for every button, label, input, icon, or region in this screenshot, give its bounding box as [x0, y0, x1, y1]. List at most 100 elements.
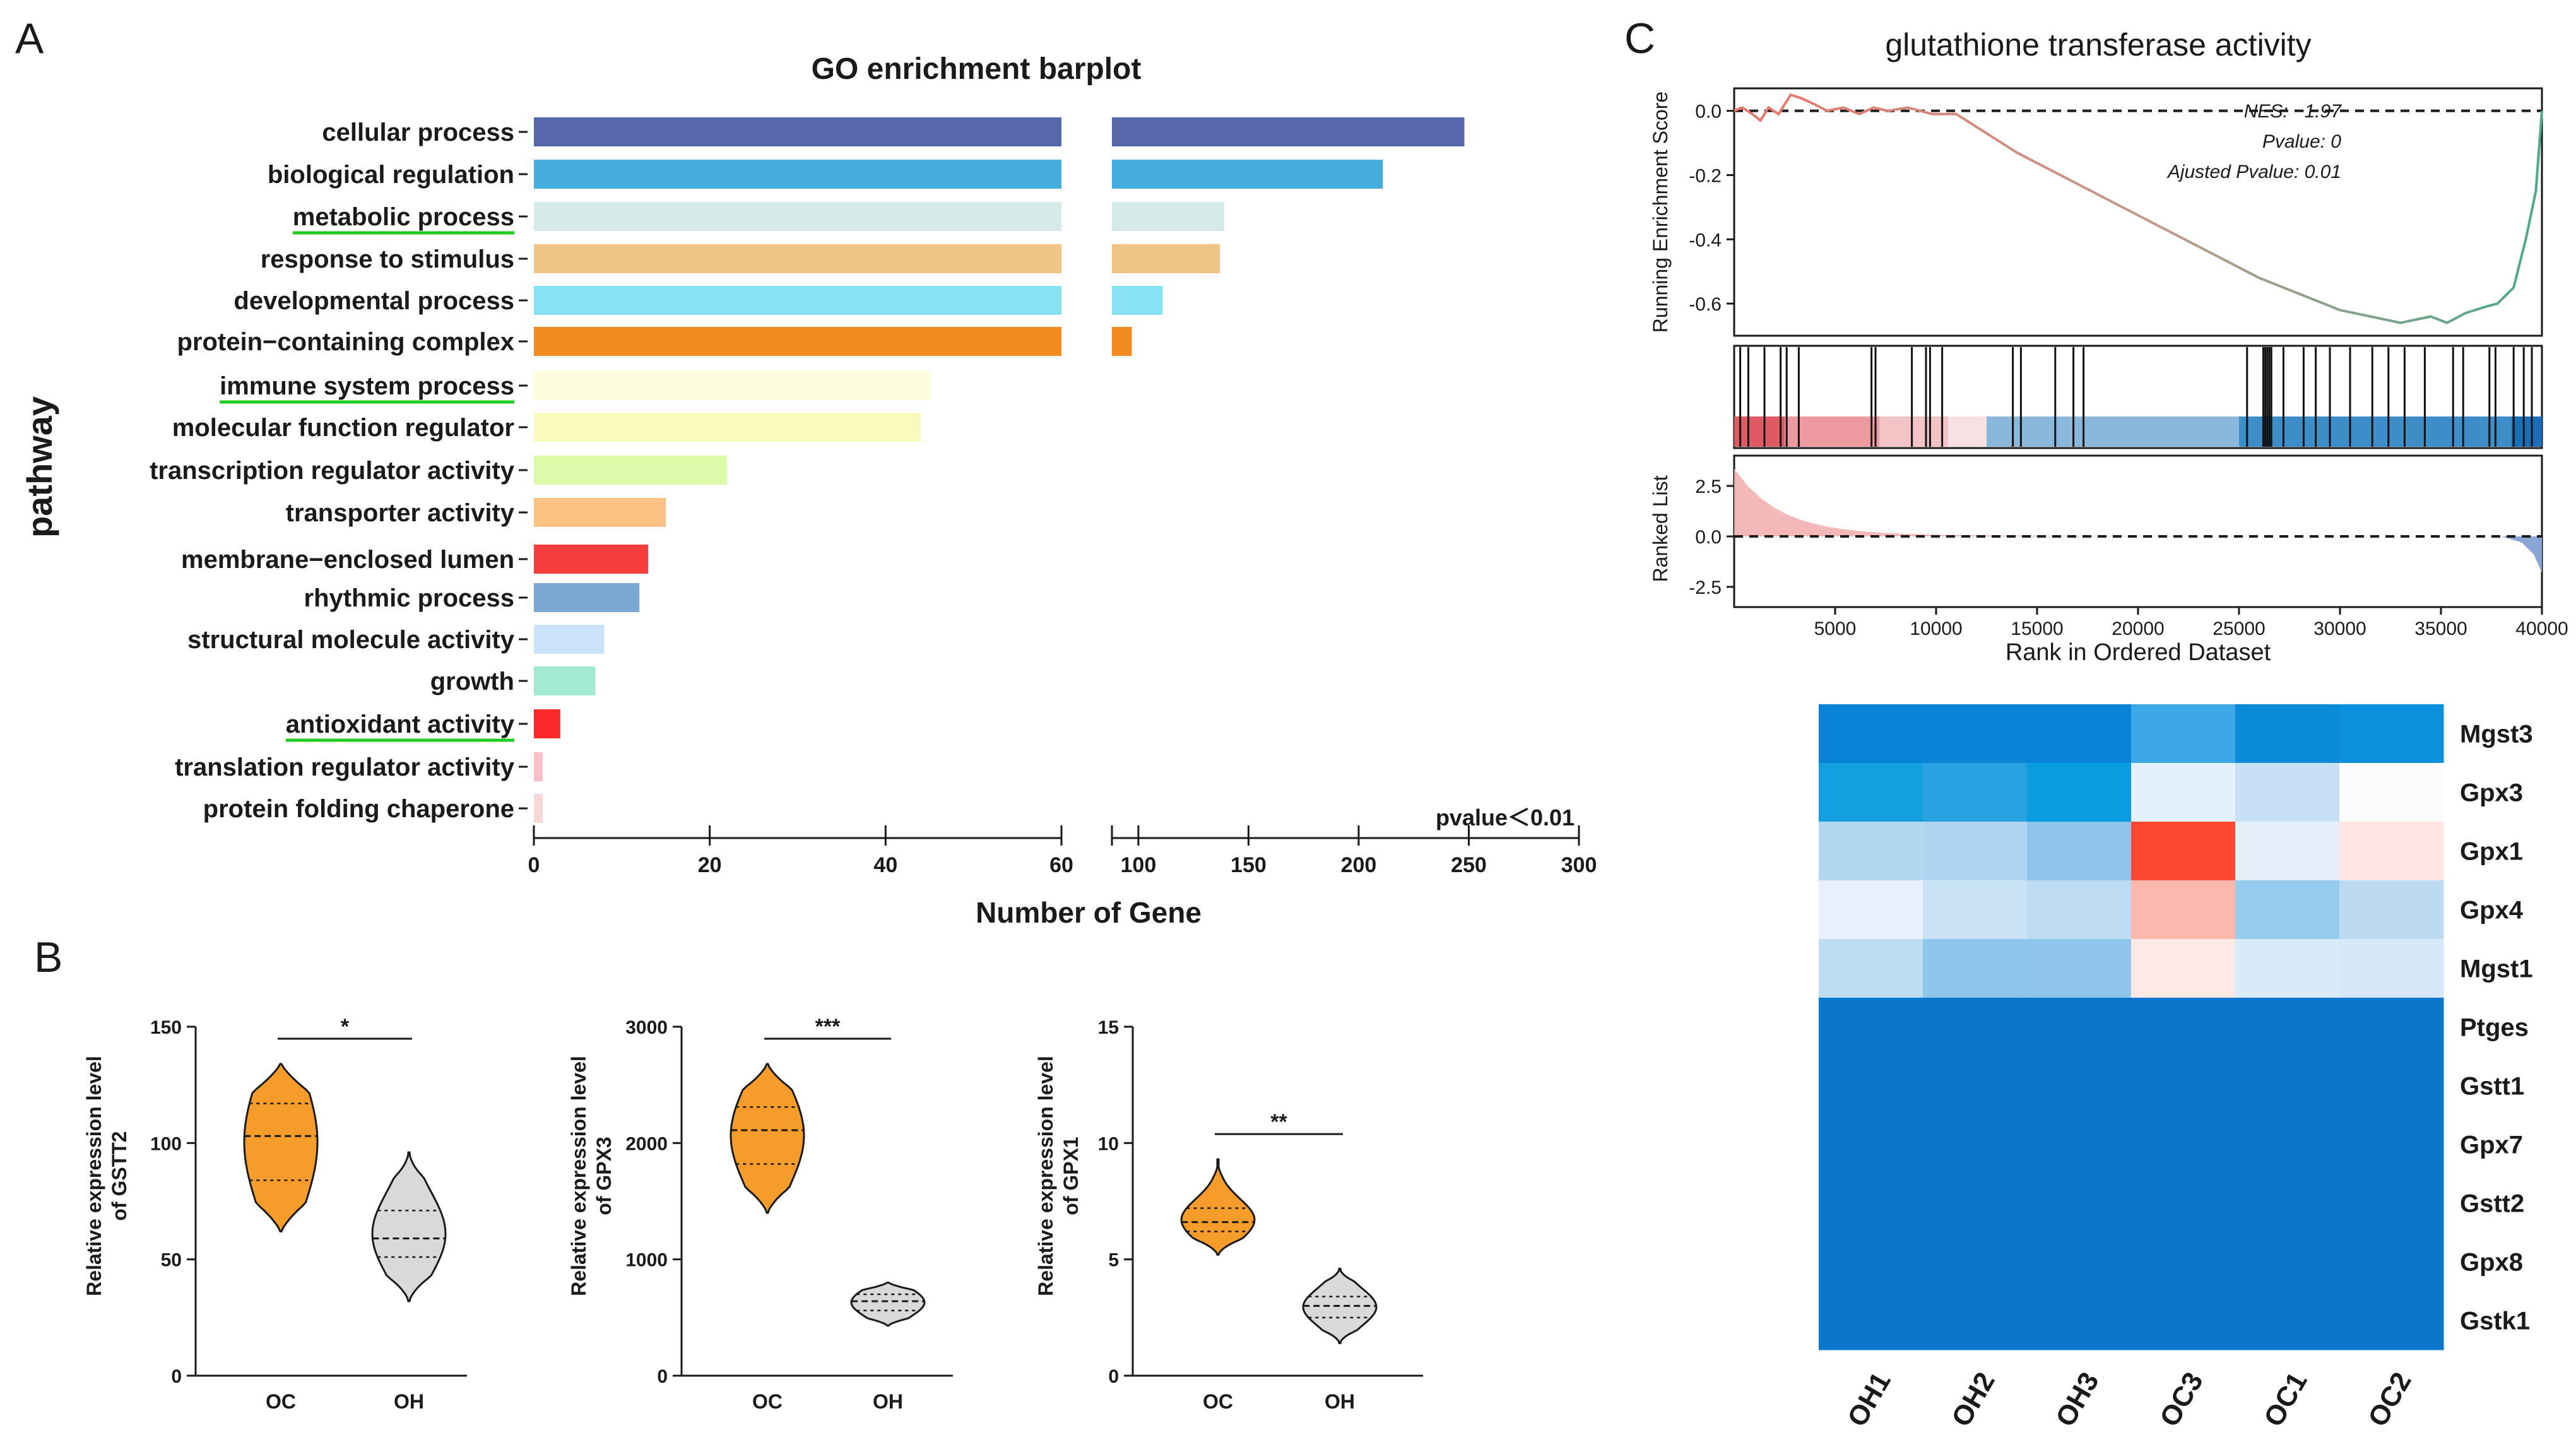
category-label: structural molecule activity — [187, 626, 515, 654]
y-tick-label: 0 — [171, 1366, 182, 1387]
heatmap-row-label: Gstk1 — [2460, 1308, 2530, 1335]
y-tick-label: 0 — [1108, 1366, 1119, 1387]
heatmap-row-label: Gpx3 — [2460, 779, 2523, 807]
heatmap-cell — [2027, 763, 2132, 822]
heatmap-row-label: Gpx7 — [2460, 1131, 2523, 1159]
gsea-stat: Ajusted Pvalue: 0.01 — [2166, 162, 2341, 182]
heatmap-cell — [1819, 939, 1923, 998]
go-barplot-xlabel: Number of Gene — [976, 896, 1202, 929]
heatmap-cell — [2027, 1232, 2132, 1292]
x-tick-label: 15000 — [2011, 618, 2063, 639]
x-tick-label: 150 — [1231, 853, 1267, 877]
bar-broken-segment — [1112, 117, 1465, 146]
y-tick-label: 1000 — [625, 1250, 668, 1271]
category-label: molecular function regulator — [172, 414, 514, 442]
x-category-label: OH — [1325, 1390, 1355, 1413]
heatmap-cell — [1923, 763, 2028, 822]
heatmap-row-label: Gpx1 — [2460, 838, 2523, 866]
x-category-label: OH — [394, 1390, 424, 1413]
bar-broken-segment — [1112, 244, 1220, 273]
y-tick-label: 3000 — [625, 1017, 668, 1038]
heatmap-cell — [2131, 1232, 2236, 1292]
heatmap-cell — [2027, 880, 2132, 940]
ranked-metric-positive — [1734, 468, 2542, 536]
y-tick-label: 150 — [150, 1017, 182, 1038]
heatmap-cell — [1923, 1232, 2028, 1292]
heatmap-cell — [1819, 1056, 1923, 1116]
heatmap-cell — [2339, 1115, 2444, 1174]
heatmap-cell — [2235, 880, 2340, 940]
heatmap-cell — [2027, 822, 2132, 881]
category-label: immune system process — [220, 372, 514, 400]
heatmap-cell — [1819, 1174, 1923, 1233]
heatmap-cell — [1923, 704, 2028, 764]
y-tick-label: 10 — [1098, 1133, 1119, 1154]
category-label: translation regulator activity — [175, 753, 515, 781]
gsea-xlabel: Rank in Ordered Dataset — [2006, 639, 2271, 666]
gsea-stat: Pvalue: 0 — [2262, 131, 2341, 152]
es-panel-frame — [1733, 87, 2543, 337]
heatmap-cell — [2235, 704, 2340, 764]
x-tick-label: 60 — [1049, 853, 1073, 877]
heatmap-cell — [2235, 939, 2340, 998]
heatmap-cell — [2235, 822, 2340, 881]
x-tick-label: 30000 — [2313, 618, 2366, 639]
category-label: membrane−enclosed lumen — [181, 546, 514, 574]
heatmap-cell — [2027, 1174, 2132, 1233]
heatmap-cell — [1923, 1291, 2028, 1350]
bar — [534, 498, 666, 527]
heatmap-row-label: Gstt2 — [2460, 1190, 2524, 1218]
heatmap-cell — [2339, 704, 2444, 764]
violin-body — [850, 1282, 926, 1327]
x-tick-label: 10000 — [1910, 618, 1962, 639]
bar-broken-segment — [1112, 160, 1383, 189]
y-tick-label: 2000 — [625, 1133, 668, 1154]
x-category-label: OH — [873, 1390, 903, 1413]
heatmap-cell — [2339, 763, 2444, 822]
bar — [534, 371, 930, 400]
pvalue-note: pvalue＜0.01 — [1436, 805, 1575, 830]
panel-label-a: A — [15, 15, 44, 62]
y-tick-label: -2.5 — [1689, 577, 1722, 598]
x-tick-label: 20 — [698, 853, 722, 877]
category-label: developmental process — [233, 287, 514, 315]
heatmap-cell — [2339, 822, 2444, 881]
heatmap-cell — [2339, 939, 2444, 998]
rank-color-segment — [1987, 416, 2239, 447]
violin-ylabel: of GSTT2 — [108, 1131, 131, 1220]
heatmap-cell — [1923, 1056, 2028, 1116]
heatmap-cell — [2339, 1174, 2444, 1233]
y-tick-label: 0.0 — [1695, 102, 1722, 122]
heatmap-cell — [2235, 1291, 2340, 1350]
bar — [534, 752, 543, 781]
category-label: protein folding chaperone — [203, 795, 514, 823]
bar — [534, 286, 1061, 315]
heatmap-cell — [2131, 939, 2236, 998]
x-tick-label: 20000 — [2112, 618, 2164, 639]
heatmap-cell — [1923, 822, 2028, 881]
heatmap-cell — [2131, 998, 2236, 1057]
go-barplot-ylabel: pathway — [20, 396, 59, 538]
rank-color-segment — [1734, 416, 1785, 447]
bar — [534, 666, 596, 695]
heatmap-cell — [2131, 1056, 2236, 1116]
x-tick-label: 5000 — [1814, 618, 1857, 639]
violin-ylabel: Relative expression level — [567, 1056, 590, 1296]
heatmap-row-label: Gpx8 — [2460, 1249, 2523, 1277]
heatmap-cell — [2235, 1056, 2340, 1116]
heatmap-cell — [2027, 1115, 2132, 1174]
y-tick-label: 50 — [161, 1250, 182, 1271]
x-tick-label: 35000 — [2414, 618, 2467, 639]
y-tick-label: 5 — [1108, 1250, 1119, 1271]
heatmap-cell — [2131, 1174, 2236, 1233]
category-label: transporter activity — [286, 499, 515, 527]
violin-chart: Relative expression level of GPX1 0 5 10 15 OC… — [1034, 1017, 1423, 1413]
x-tick-label: 300 — [1561, 853, 1597, 877]
y-tick-label: 100 — [150, 1133, 182, 1154]
bar — [534, 117, 1061, 146]
category-label: cellular process — [322, 119, 514, 146]
heatmap-cell — [2235, 763, 2340, 822]
running-es-curve — [1734, 93, 2543, 324]
gsea-rank-ylabel: Ranked List — [1649, 475, 1672, 582]
gsea-stat: NES: −1.97 — [2244, 101, 2343, 122]
